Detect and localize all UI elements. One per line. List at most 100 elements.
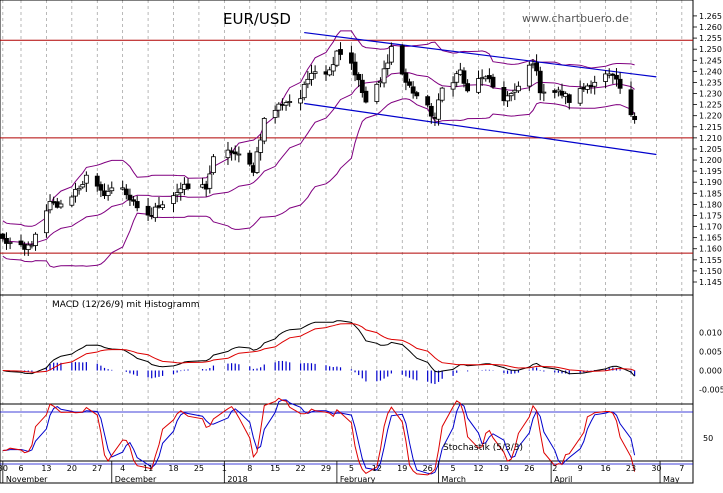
macd-tick-label-3: -0.005 (699, 386, 723, 395)
macd-label: MACD (12/26/9) mit Histogramm (52, 300, 200, 310)
month-label-4: March (442, 475, 466, 484)
candle-body-45 (236, 153, 242, 156)
panel-borders (0, 0, 694, 484)
candle-body-41 (211, 156, 216, 174)
month-label-6: May (663, 475, 680, 484)
candle-body-96 (501, 87, 507, 102)
candle-body-5 (25, 244, 31, 250)
bollinger-lower-band (2, 98, 635, 268)
price-tick-label-19: 1.240 (699, 67, 722, 76)
date-tick-label-13: 29 (321, 464, 331, 473)
macd-signal-line (2, 323, 635, 373)
price-tick-label-11: 1.200 (699, 156, 722, 165)
price-tick-label-21: 1.250 (699, 45, 722, 54)
date-tick-label-7: 18 (168, 464, 178, 473)
candle-body-32 (160, 204, 166, 208)
candle-body-49 (258, 139, 264, 153)
candle-body-46 (247, 152, 253, 165)
candle-body-0 (0, 233, 6, 239)
candle-body-55 (287, 101, 293, 103)
date-tick-label-17: 26 (423, 464, 433, 473)
watermark: www.chartbuero.de (522, 12, 629, 25)
date-tick-label-26: 30 (651, 464, 661, 473)
macd-line (2, 320, 635, 377)
candle-body-52 (276, 103, 282, 111)
price-tick-label-1: 1.150 (699, 267, 722, 276)
bollinger-upper-band (2, 30, 635, 227)
candle-body-70 (363, 90, 369, 103)
candle-body-34 (174, 192, 180, 196)
price-tick-label-8: 1.185 (699, 189, 722, 198)
date-tick-label-11: 15 (270, 464, 280, 473)
month-label-1: December (115, 475, 157, 484)
price-tick-label-14: 1.215 (699, 123, 722, 132)
price-tick-label-2: 1.155 (699, 256, 722, 265)
candle-body-7 (33, 233, 38, 246)
candle-body-121 (628, 89, 634, 116)
candle-body-81 (425, 96, 431, 106)
date-tick-label-4: 27 (92, 464, 102, 473)
price-tick-label-6: 1.175 (699, 211, 722, 220)
date-tick-label-14: 5 (349, 464, 354, 473)
price-tick-label-7: 1.180 (699, 200, 722, 209)
candle-body-71 (374, 83, 380, 102)
candle-body-118 (610, 73, 616, 76)
candle-body-75 (388, 46, 394, 63)
candle-body-87 (454, 73, 460, 83)
date-tick-label-25: 23 (626, 464, 636, 473)
candle-body-122 (632, 115, 638, 121)
candle-body-97 (505, 95, 510, 102)
candle-body-44 (232, 151, 238, 155)
candle-body-14 (73, 189, 78, 197)
candle-body-111 (577, 88, 583, 104)
price-tick-label-13: 1.210 (699, 134, 722, 143)
date-tick-label-27: 7 (679, 464, 684, 473)
grid-lines (2, 0, 683, 461)
candle-body-68 (356, 73, 362, 81)
date-tick-label-1: 6 (18, 464, 23, 473)
macd-panel (2, 320, 636, 385)
candle-body-13 (69, 196, 75, 206)
candle-body-116 (603, 73, 608, 82)
candle-body-33 (171, 195, 176, 204)
candle-body-105 (541, 91, 547, 94)
date-tick-label-22: 2 (552, 464, 557, 473)
candle-body-54 (283, 102, 289, 106)
date-axis: 3061320274111825181522295121926512192629… (0, 461, 684, 484)
date-tick-label-6: 11 (143, 464, 153, 473)
candle-body-85 (439, 87, 445, 101)
candle-body-25 (127, 194, 133, 201)
candle-body-63 (330, 64, 336, 72)
candle-body-18 (94, 175, 100, 187)
date-tick-label-15: 12 (372, 464, 382, 473)
candle-body-42 (225, 149, 231, 159)
candle-body-60 (312, 71, 318, 74)
candle-body-56 (298, 98, 303, 104)
trend-line-1 (304, 102, 657, 156)
stochastic-k-line (2, 397, 636, 476)
trend-line-0 (304, 31, 657, 78)
candle-body-69 (359, 79, 365, 93)
bollinger-middle-band (2, 72, 635, 245)
date-tick-label-16: 19 (397, 464, 407, 473)
price-tick-label-3: 1.160 (699, 245, 722, 254)
candle-body-113 (585, 85, 590, 90)
date-tick-label-8: 25 (194, 464, 204, 473)
price-tick-label-9: 1.190 (699, 178, 722, 187)
date-tick-label-2: 13 (41, 464, 51, 473)
candle-body-40 (207, 173, 213, 189)
macd-tick-label-2: 0.000 (699, 367, 722, 376)
month-label-5: April (554, 475, 572, 484)
candle-body-77 (403, 72, 409, 83)
price-tick-label-23: 1.260 (699, 23, 722, 32)
candle-body-2 (7, 241, 13, 244)
candle-body-91 (476, 78, 481, 93)
candle-body-48 (254, 151, 260, 173)
candle-body-3 (18, 240, 24, 246)
stochastic-label: Stochastik (5/3/3) (443, 443, 523, 453)
outer-border (0, 0, 694, 484)
candle-body-23 (120, 187, 126, 190)
candle-body-17 (83, 174, 89, 184)
price-tick-label-10: 1.195 (699, 167, 722, 176)
candle-body-37 (185, 183, 191, 189)
